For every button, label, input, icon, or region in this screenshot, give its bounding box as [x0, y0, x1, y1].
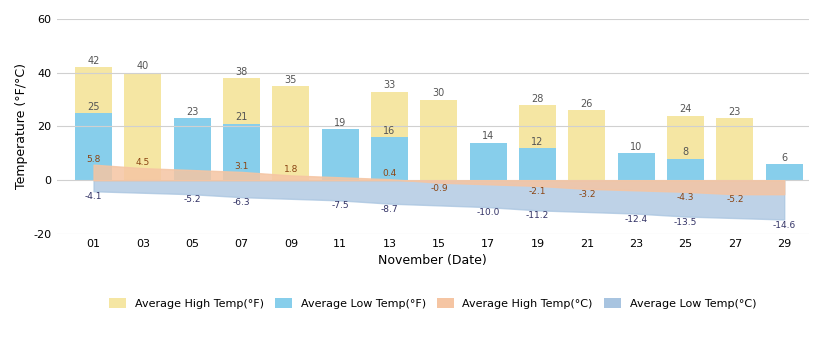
Text: 14: 14	[482, 131, 495, 141]
Bar	[667, 159, 704, 180]
Text: -11.2: -11.2	[526, 211, 549, 220]
Text: -4.3: -4.3	[676, 193, 695, 202]
Text: 23: 23	[186, 107, 198, 117]
Text: 38: 38	[236, 67, 247, 77]
Text: -8.7: -8.7	[381, 205, 398, 214]
Text: 0.4: 0.4	[383, 169, 397, 178]
Text: 8: 8	[682, 147, 689, 157]
Bar	[75, 67, 112, 180]
Text: 19: 19	[334, 118, 346, 128]
Text: -7.5: -7.5	[331, 202, 349, 210]
Bar	[667, 116, 704, 180]
Bar	[223, 78, 260, 180]
Text: -12.4: -12.4	[625, 215, 647, 224]
Bar	[569, 110, 605, 180]
Bar	[75, 113, 112, 180]
Bar	[470, 143, 507, 180]
Text: 28: 28	[531, 94, 544, 104]
Text: 4.5: 4.5	[136, 158, 150, 167]
Bar	[766, 164, 803, 180]
Bar	[173, 118, 211, 180]
Text: 10: 10	[630, 142, 642, 152]
Text: 5.8: 5.8	[86, 155, 100, 164]
Text: 35: 35	[285, 75, 297, 85]
Text: 23: 23	[729, 107, 741, 117]
Text: 21: 21	[236, 113, 247, 122]
Bar	[322, 129, 359, 180]
Text: -5.2: -5.2	[183, 195, 201, 204]
Legend: Average High Temp(°F), Average Low Temp(°F), Average High Temp(°C), Average Low : Average High Temp(°F), Average Low Temp(…	[105, 293, 760, 313]
Text: -0.9: -0.9	[430, 184, 447, 193]
Bar	[223, 124, 260, 180]
Bar	[371, 137, 408, 180]
X-axis label: November (Date): November (Date)	[378, 254, 487, 268]
Text: 33: 33	[383, 80, 396, 90]
Bar	[272, 86, 310, 180]
Text: -4.1: -4.1	[85, 192, 102, 201]
Text: 1.8: 1.8	[284, 165, 298, 174]
Text: 26: 26	[581, 99, 593, 109]
Text: 6: 6	[781, 153, 788, 163]
Text: 42: 42	[87, 56, 100, 66]
Text: 25: 25	[87, 102, 100, 112]
Text: -6.3: -6.3	[232, 198, 251, 207]
Text: -5.2: -5.2	[726, 195, 744, 204]
Text: -2.1: -2.1	[529, 187, 546, 196]
Text: 12: 12	[531, 136, 544, 147]
Text: 24: 24	[680, 104, 691, 114]
Bar	[519, 148, 556, 180]
Text: -10.0: -10.0	[476, 208, 500, 217]
Text: -13.5: -13.5	[674, 218, 697, 227]
Text: -3.2: -3.2	[579, 190, 596, 199]
Y-axis label: Temperature (°F/°C): Temperature (°F/°C)	[15, 63, 28, 189]
Text: 30: 30	[432, 88, 445, 98]
Text: -14.6: -14.6	[773, 220, 796, 230]
Text: 3.1: 3.1	[234, 162, 249, 171]
Bar	[519, 105, 556, 180]
Bar	[371, 92, 408, 180]
Bar	[618, 153, 655, 180]
Text: 16: 16	[383, 126, 396, 136]
Bar	[716, 118, 754, 180]
Text: 40: 40	[137, 62, 149, 71]
Bar	[124, 73, 161, 180]
Bar	[420, 100, 457, 180]
